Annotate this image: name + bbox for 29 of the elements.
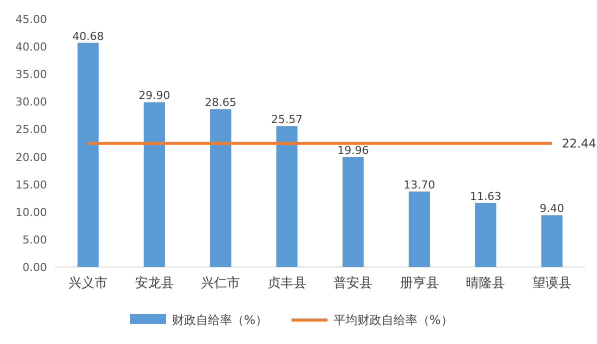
ytick: 20.00: [16, 150, 47, 164]
ytick: 45.00: [16, 13, 47, 26]
xtick: 贞丰县: [267, 276, 306, 291]
data-label: 19.96: [337, 144, 369, 157]
xtick: 普安县: [334, 276, 373, 291]
ytick: 35.00: [16, 68, 47, 82]
ytick: 5.00: [22, 233, 47, 246]
ytick: 30.00: [16, 96, 47, 109]
data-label: 13.70: [404, 178, 436, 192]
xtick: 兴仁市: [201, 276, 240, 291]
xtick: 晴隆县: [466, 276, 506, 291]
xtick: 安龙县: [134, 276, 174, 291]
xtick: 兴义市: [68, 276, 108, 291]
data-label: 28.65: [204, 96, 236, 110]
ytick: 10.00: [16, 206, 47, 219]
data-label: 11.63: [470, 190, 502, 203]
data-label: 29.90: [138, 89, 170, 102]
xtick: 册亨县: [400, 276, 439, 291]
data-label: 22.44: [562, 136, 596, 150]
ytick: 0.00: [22, 261, 47, 274]
data-label: 25.57: [271, 113, 303, 126]
ytick: 15.00: [16, 178, 47, 192]
legend-label: 平均财政自给率（%）: [333, 313, 453, 327]
legend-label: 财政自给率（%）: [172, 313, 268, 327]
data-label: 40.68: [72, 30, 104, 43]
data-label: 9.40: [540, 202, 564, 216]
xtick: 望谟县: [532, 276, 572, 291]
ytick: 40.00: [16, 40, 47, 54]
ytick: 25.00: [16, 123, 47, 136]
